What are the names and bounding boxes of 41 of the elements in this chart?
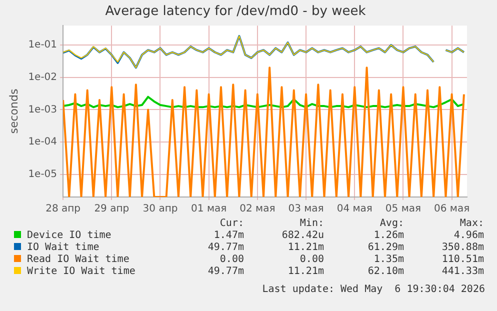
text: 1.26m <box>372 230 404 242</box>
text: Max: <box>458 218 484 230</box>
text: Last update: Wed May 6 19:30:04 2026 <box>262 284 485 295</box>
y-tick-label: 1e-01 <box>28 40 58 51</box>
x-tick-label: 30 апр <box>142 204 178 215</box>
legend-label: Write IO Wait time <box>26 266 136 278</box>
y-tick-label: 1e-03 <box>28 104 58 116</box>
text: 0.00 <box>218 254 244 266</box>
legend-label: IO Wait time <box>26 242 100 254</box>
text: Min: <box>298 218 324 230</box>
text: 110.51m <box>440 254 484 266</box>
y-axis-title: seconds <box>7 88 20 134</box>
text: 0.00 <box>298 254 324 266</box>
x-tick-label: 03 мая <box>288 204 324 215</box>
legend-label: Read IO Wait time <box>26 254 130 266</box>
text: 11.21m <box>286 266 324 278</box>
text: 1.47m <box>212 230 244 242</box>
text: 682.42u <box>280 230 324 242</box>
text: 49.77m <box>206 242 244 254</box>
x-tick-label: 29 апр <box>94 204 130 215</box>
x-tick-label: 05 мая <box>385 204 422 215</box>
x-tick-label: 06 мая <box>434 204 470 215</box>
text: Avg: <box>378 218 404 230</box>
y-tick-label: 1e-02 <box>28 72 58 83</box>
x-tick-label: 28 апр <box>46 204 81 215</box>
text: 62.10m <box>366 266 404 278</box>
text: 1.35m <box>372 254 404 266</box>
text: 350.88m <box>440 242 484 254</box>
text: 441.33m <box>440 266 484 278</box>
x-tick-label: 04 мая <box>336 204 372 215</box>
y-tick-label: 1e-05 <box>28 168 58 180</box>
text: 61.29m <box>366 242 404 254</box>
text: 11.21m <box>286 242 324 254</box>
y-tick-label: 1e-04 <box>28 136 58 148</box>
chart-title: Average latency for /dev/md0 - by week <box>105 4 366 20</box>
text: Cur: <box>218 218 244 230</box>
text: 49.77m <box>206 266 244 278</box>
x-tick-label: 01 мая <box>191 204 227 215</box>
x-tick-label: 02 мая <box>240 204 276 215</box>
text: 4.96m <box>452 230 484 242</box>
legend-label: Device IO time <box>26 230 112 242</box>
